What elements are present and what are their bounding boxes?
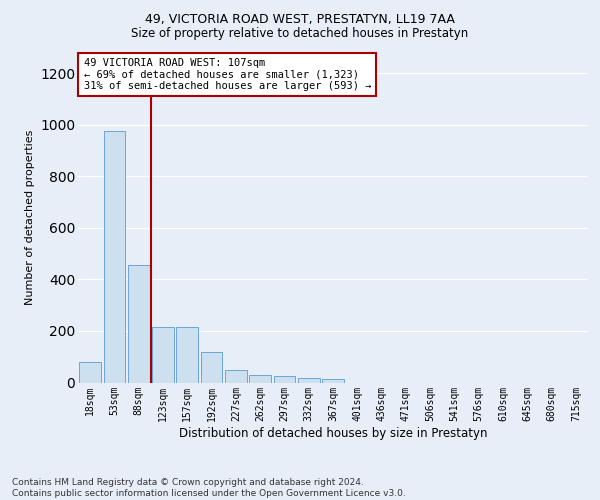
X-axis label: Distribution of detached houses by size in Prestatyn: Distribution of detached houses by size … — [179, 428, 487, 440]
Bar — [298, 378, 320, 382]
Bar — [176, 327, 198, 382]
Bar — [322, 380, 344, 382]
Text: 49 VICTORIA ROAD WEST: 107sqm
← 69% of detached houses are smaller (1,323)
31% o: 49 VICTORIA ROAD WEST: 107sqm ← 69% of d… — [83, 58, 371, 92]
Bar — [152, 327, 174, 382]
Y-axis label: Number of detached properties: Number of detached properties — [25, 130, 35, 305]
Bar — [79, 362, 101, 382]
Text: Size of property relative to detached houses in Prestatyn: Size of property relative to detached ho… — [131, 28, 469, 40]
Text: Contains HM Land Registry data © Crown copyright and database right 2024.
Contai: Contains HM Land Registry data © Crown c… — [12, 478, 406, 498]
Bar — [225, 370, 247, 382]
Bar — [200, 352, 223, 382]
Bar — [104, 131, 125, 382]
Text: 49, VICTORIA ROAD WEST, PRESTATYN, LL19 7AA: 49, VICTORIA ROAD WEST, PRESTATYN, LL19 … — [145, 12, 455, 26]
Bar — [249, 376, 271, 382]
Bar — [274, 376, 295, 382]
Bar — [128, 265, 149, 382]
